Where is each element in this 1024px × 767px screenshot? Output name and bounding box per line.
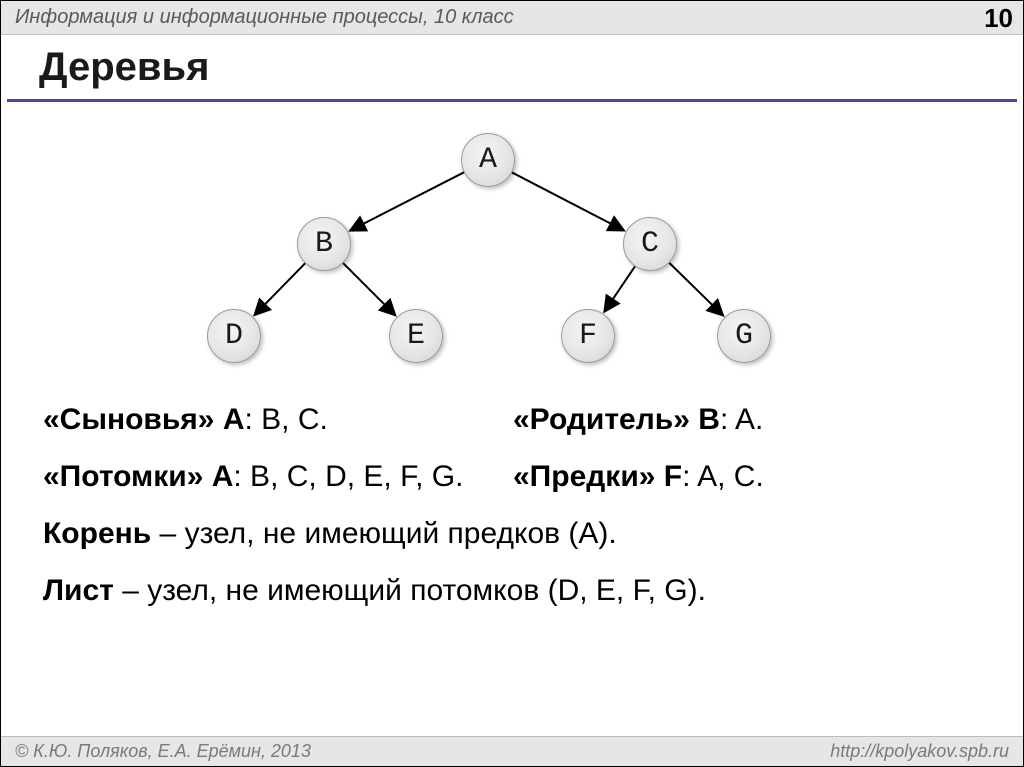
def-leaf: Лист – узел, не имеющий потомков (D, E, … [43,562,981,619]
def-parent-label: «Родитель» B [513,403,720,436]
def-desc-value: : B, C, D, E, F, G. [233,460,463,493]
tree-node-a: A [461,133,515,187]
tree-edge [604,266,635,312]
slide-title: Деревья [39,45,209,90]
def-anc-label: «Предки» F [513,460,682,493]
tree-edge [254,263,305,315]
def-desc-label: «Потомки» А [43,460,233,493]
footer-url: http://kpolyakov.spb.ru [830,741,1009,762]
tree-node-f: F [561,309,615,363]
slide: Информация и информационные процессы, 10… [0,0,1024,767]
header-bar: Информация и информационные процессы, 10… [1,1,1023,35]
tree-edge [343,263,395,315]
title-underline [7,99,1017,102]
header-title: Информация и информационные процессы, 10… [15,6,514,29]
tree-diagram: A B C D E F G [1,109,1024,369]
tree-node-d: D [207,309,261,363]
def-descendants: «Потомки» А: B, C, D, E, F, G. [43,448,513,505]
def-sons-value: : B, C. [245,403,328,436]
def-parent-value: : A. [720,403,763,436]
page-number: 10 [984,3,1013,34]
footer-copyright: © К.Ю. Поляков, Е.А. Ерёмин, 2013 [15,741,311,762]
def-sons: «Сыновья» А: B, C. [43,391,513,448]
def-ancestors: «Предки» F: A, C. [513,448,981,505]
definitions-block: «Сыновья» А: B, C. «Родитель» B: A. «Пот… [43,391,981,619]
def-sons-label: «Сыновья» А [43,403,245,436]
tree-node-c: C [623,217,677,271]
def-anc-value: : A, C. [682,460,764,493]
tree-edge [350,172,464,230]
def-root-text: – узел, не имеющий предков (A). [151,517,617,550]
tree-edge [512,172,624,230]
tree-node-g: G [717,309,771,363]
footer-bar: © К.Ю. Поляков, Е.А. Ерёмин, 2013 http:/… [1,736,1023,766]
def-parent: «Родитель» B: A. [513,391,981,448]
tree-node-e: E [389,309,443,363]
def-leaf-text: – узел, не имеющий потомков (D, E, F, G)… [114,574,706,607]
tree-node-b: B [297,217,351,271]
tree-edge [669,263,723,316]
def-root: Корень – узел, не имеющий предков (A). [43,505,981,562]
def-root-label: Корень [43,517,151,550]
def-leaf-label: Лист [43,574,114,607]
